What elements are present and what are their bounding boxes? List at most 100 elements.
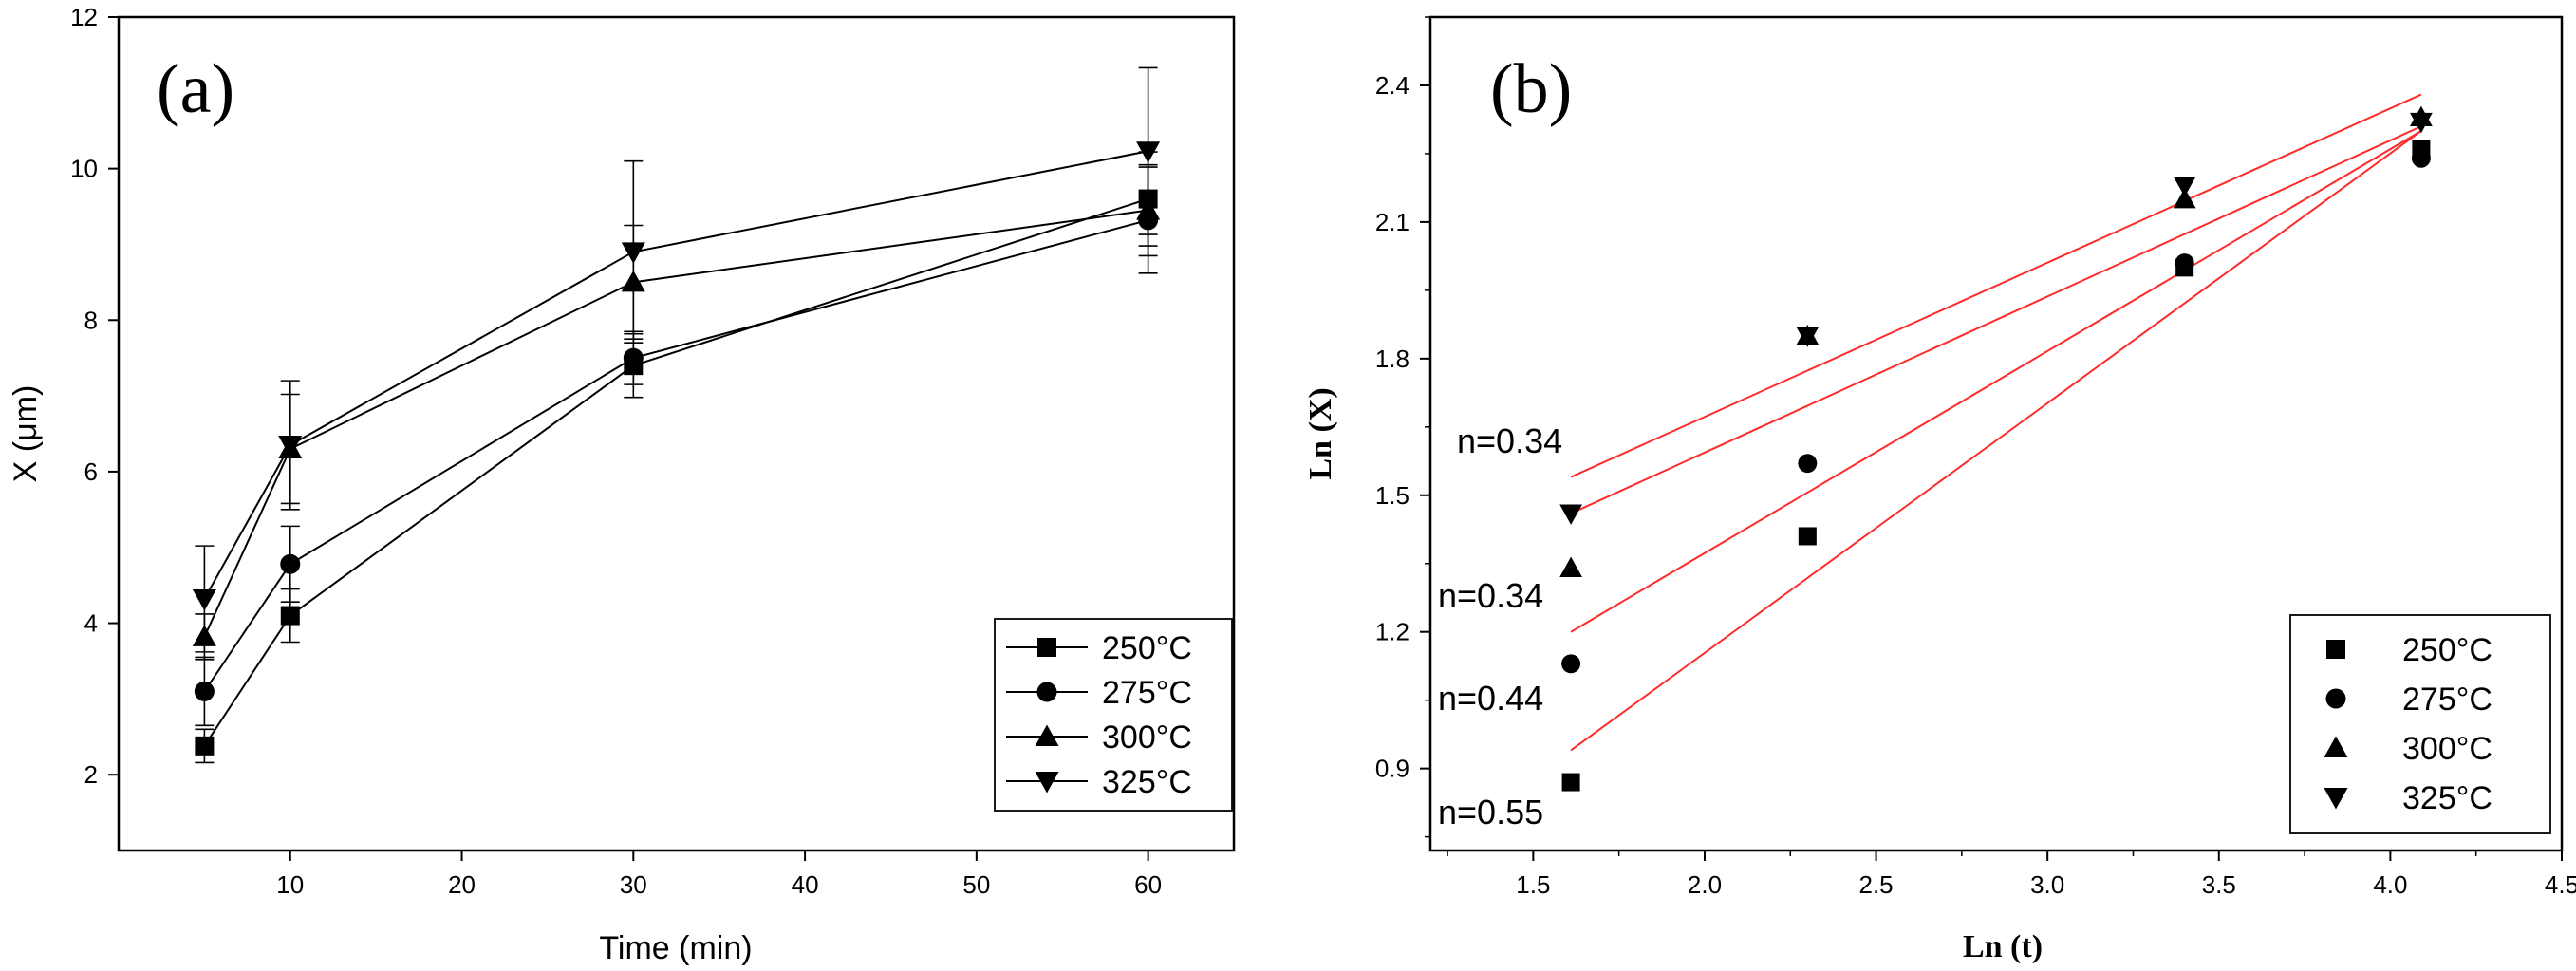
panel-a-x-tick-label: 40 — [792, 870, 819, 899]
panel-a-label: (a) — [157, 50, 234, 128]
panel-b-x-tick-label: 4.0 — [2373, 870, 2407, 899]
panel-a-series-2 — [192, 163, 1161, 661]
panel-a-legend-marker — [1035, 772, 1059, 794]
panel-a-data-point — [280, 606, 300, 626]
panel-a-x-axis-title: Time (min) — [599, 930, 752, 966]
panel-b-y-tick-label: 1.2 — [1375, 618, 1409, 646]
panel-b-data-point — [1798, 454, 1818, 474]
panel-b-x-tick-label: 4.5 — [2545, 870, 2576, 899]
panel-b-fit-annotation: n=0.34 — [1457, 421, 1562, 460]
panel-a-legend-marker — [1036, 682, 1057, 702]
panel-b-legend-marker — [2324, 788, 2348, 810]
panel-a-series-3 — [192, 66, 1161, 653]
panel-a-legend: 250°C 275°C 300°C 325°C — [994, 618, 1233, 812]
panel-a-legend-item: 300°C — [1006, 719, 1192, 756]
panel-a-legend-item: 275°C — [1006, 675, 1192, 711]
panel-a-x-tick-label: 10 — [276, 870, 304, 899]
panel-a-y-axis-title: X (μm) — [8, 385, 44, 483]
panel-a-data-point — [621, 242, 645, 264]
panel-b-x-tick-label: 3.5 — [2202, 870, 2236, 899]
panel-b-data-point — [2173, 177, 2196, 197]
panel-a-data-point — [194, 681, 215, 701]
panel-b-fit-annotation: n=0.44 — [1438, 679, 1543, 718]
panel-a-legend-marker — [1035, 724, 1059, 746]
panel-b-fit-line — [1570, 130, 2422, 633]
panel-b-x-tick-label: 3.0 — [2030, 870, 2064, 899]
panel-b-legend-label: 325°C — [2402, 780, 2492, 816]
panel-b-x-tick-label: 1.5 — [1516, 870, 1550, 899]
panel-b-legend-marker — [2325, 688, 2346, 709]
panel-b-legend-marker — [2324, 736, 2348, 757]
panel-b-legend-marker — [2326, 640, 2345, 659]
panel-a-x-tick-label: 20 — [448, 870, 476, 899]
panel-a-data-point — [623, 347, 644, 368]
panel-b-plot-frame — [1428, 15, 2564, 852]
panel-b-legend-item: 250°C — [2326, 632, 2492, 668]
panel-b-chart: 1.5 2.0 2.5 3.0 3.5 4.0 4.50.91.21.51.82.12.4 … — [1303, 15, 2576, 964]
panel-a-legend-item: 250°C — [1006, 630, 1192, 666]
panel-a-y-tick-label: 10 — [70, 155, 98, 183]
panel-a-data-point — [192, 589, 216, 611]
panel-b-fit-line — [1570, 125, 2422, 514]
panel-a-x-tick-label: 60 — [1134, 870, 1162, 899]
panel-a-legend-label: 275°C — [1102, 675, 1192, 711]
panel-a-data-point — [1136, 141, 1161, 163]
panel-a-legend-marker — [1037, 638, 1056, 657]
panel-b-series-1 — [1561, 148, 2431, 674]
panel-b-fit-annotation: n=0.34 — [1438, 576, 1543, 615]
panel-b-data-point — [1561, 654, 1581, 674]
panel-b-fit-line — [1570, 130, 2422, 752]
panel-b-x-tick-label: 2.0 — [1688, 870, 1722, 899]
panel-b-y-tick-label: 2.1 — [1375, 208, 1409, 236]
panel-b-y-tick-label: 1.8 — [1375, 345, 1409, 373]
panel-b-legend: 250°C 275°C 300°C 325°C — [2289, 614, 2551, 834]
panel-b-legend-item: 325°C — [2324, 780, 2492, 816]
panel-b-data-point — [2175, 253, 2194, 273]
panel-a-y-tick-label: 6 — [84, 457, 98, 486]
panel-a-y-tick-label: 4 — [84, 609, 98, 638]
panel-b-data-point — [1559, 556, 1582, 578]
panel-b-y-tick-label: 2.4 — [1375, 71, 1409, 100]
panel-a-series-line — [203, 209, 1148, 638]
panel-b-data-point — [1561, 773, 1580, 792]
panel-a-y-tick-label: 8 — [84, 306, 98, 334]
panel-a-series-line — [203, 197, 1148, 747]
panel-b-data-point — [1559, 504, 1582, 525]
panel-b-legend-label: 300°C — [2402, 731, 2492, 767]
panel-a-x-tick-label: 30 — [620, 870, 647, 899]
panel-b-fit-annotation: n=0.55 — [1438, 793, 1543, 831]
panel-b-data-point — [2411, 148, 2431, 168]
panel-b-y-tick-label: 0.9 — [1375, 755, 1409, 783]
panel-a-legend-label: 325°C — [1102, 764, 1192, 800]
panel-a-y-tick-label: 2 — [84, 760, 98, 789]
panel-b-series-3 — [1559, 112, 2433, 525]
panel-a-y-tick-label: 12 — [70, 3, 98, 31]
panel-a-legend-label: 300°C — [1102, 719, 1192, 756]
panel-b-x-axis-title: Ln (t) — [1963, 929, 2043, 964]
panel-a-series-line — [203, 218, 1148, 692]
panel-b-legend-item: 275°C — [2325, 682, 2492, 718]
panel-a-data-point — [278, 435, 303, 457]
panel-b-legend-item: 300°C — [2324, 731, 2492, 767]
panel-a-legend-box — [994, 618, 1233, 812]
panel-b-legend-label: 250°C — [2402, 632, 2492, 668]
panel-b-x-tick-label: 2.5 — [1858, 870, 1893, 899]
panel-b-label: (b) — [1490, 50, 1572, 128]
panel-a-data-point — [280, 553, 301, 574]
panel-b-fit-line — [1570, 93, 2422, 478]
panel-a-legend-label: 250°C — [1102, 630, 1192, 666]
panel-a-data-point — [195, 736, 215, 756]
panel-b-data-point — [2173, 188, 2196, 209]
panel-b-y-axis-title: Ln (X) — [1303, 387, 1338, 479]
panel-b-series-2 — [1559, 105, 2433, 578]
panel-b-data-point — [1796, 327, 1820, 347]
panel-a-x-tick-label: 50 — [962, 870, 990, 899]
panel-b-y-tick-label: 1.5 — [1375, 481, 1409, 510]
panel-b-legend-label: 275°C — [2402, 682, 2492, 718]
panel-a-plot-frame — [117, 15, 1236, 852]
panel-b-data-point — [2410, 112, 2433, 134]
panel-a-legend-item: 325°C — [1006, 764, 1192, 800]
panel-b-data-point — [1798, 527, 1817, 546]
panel-a-series-line — [203, 150, 1148, 600]
panel-a-chart: 10 20 30 40 50 60 2 4 6 8 10 12 (a) Time (min) X (μ… — [8, 3, 1236, 966]
